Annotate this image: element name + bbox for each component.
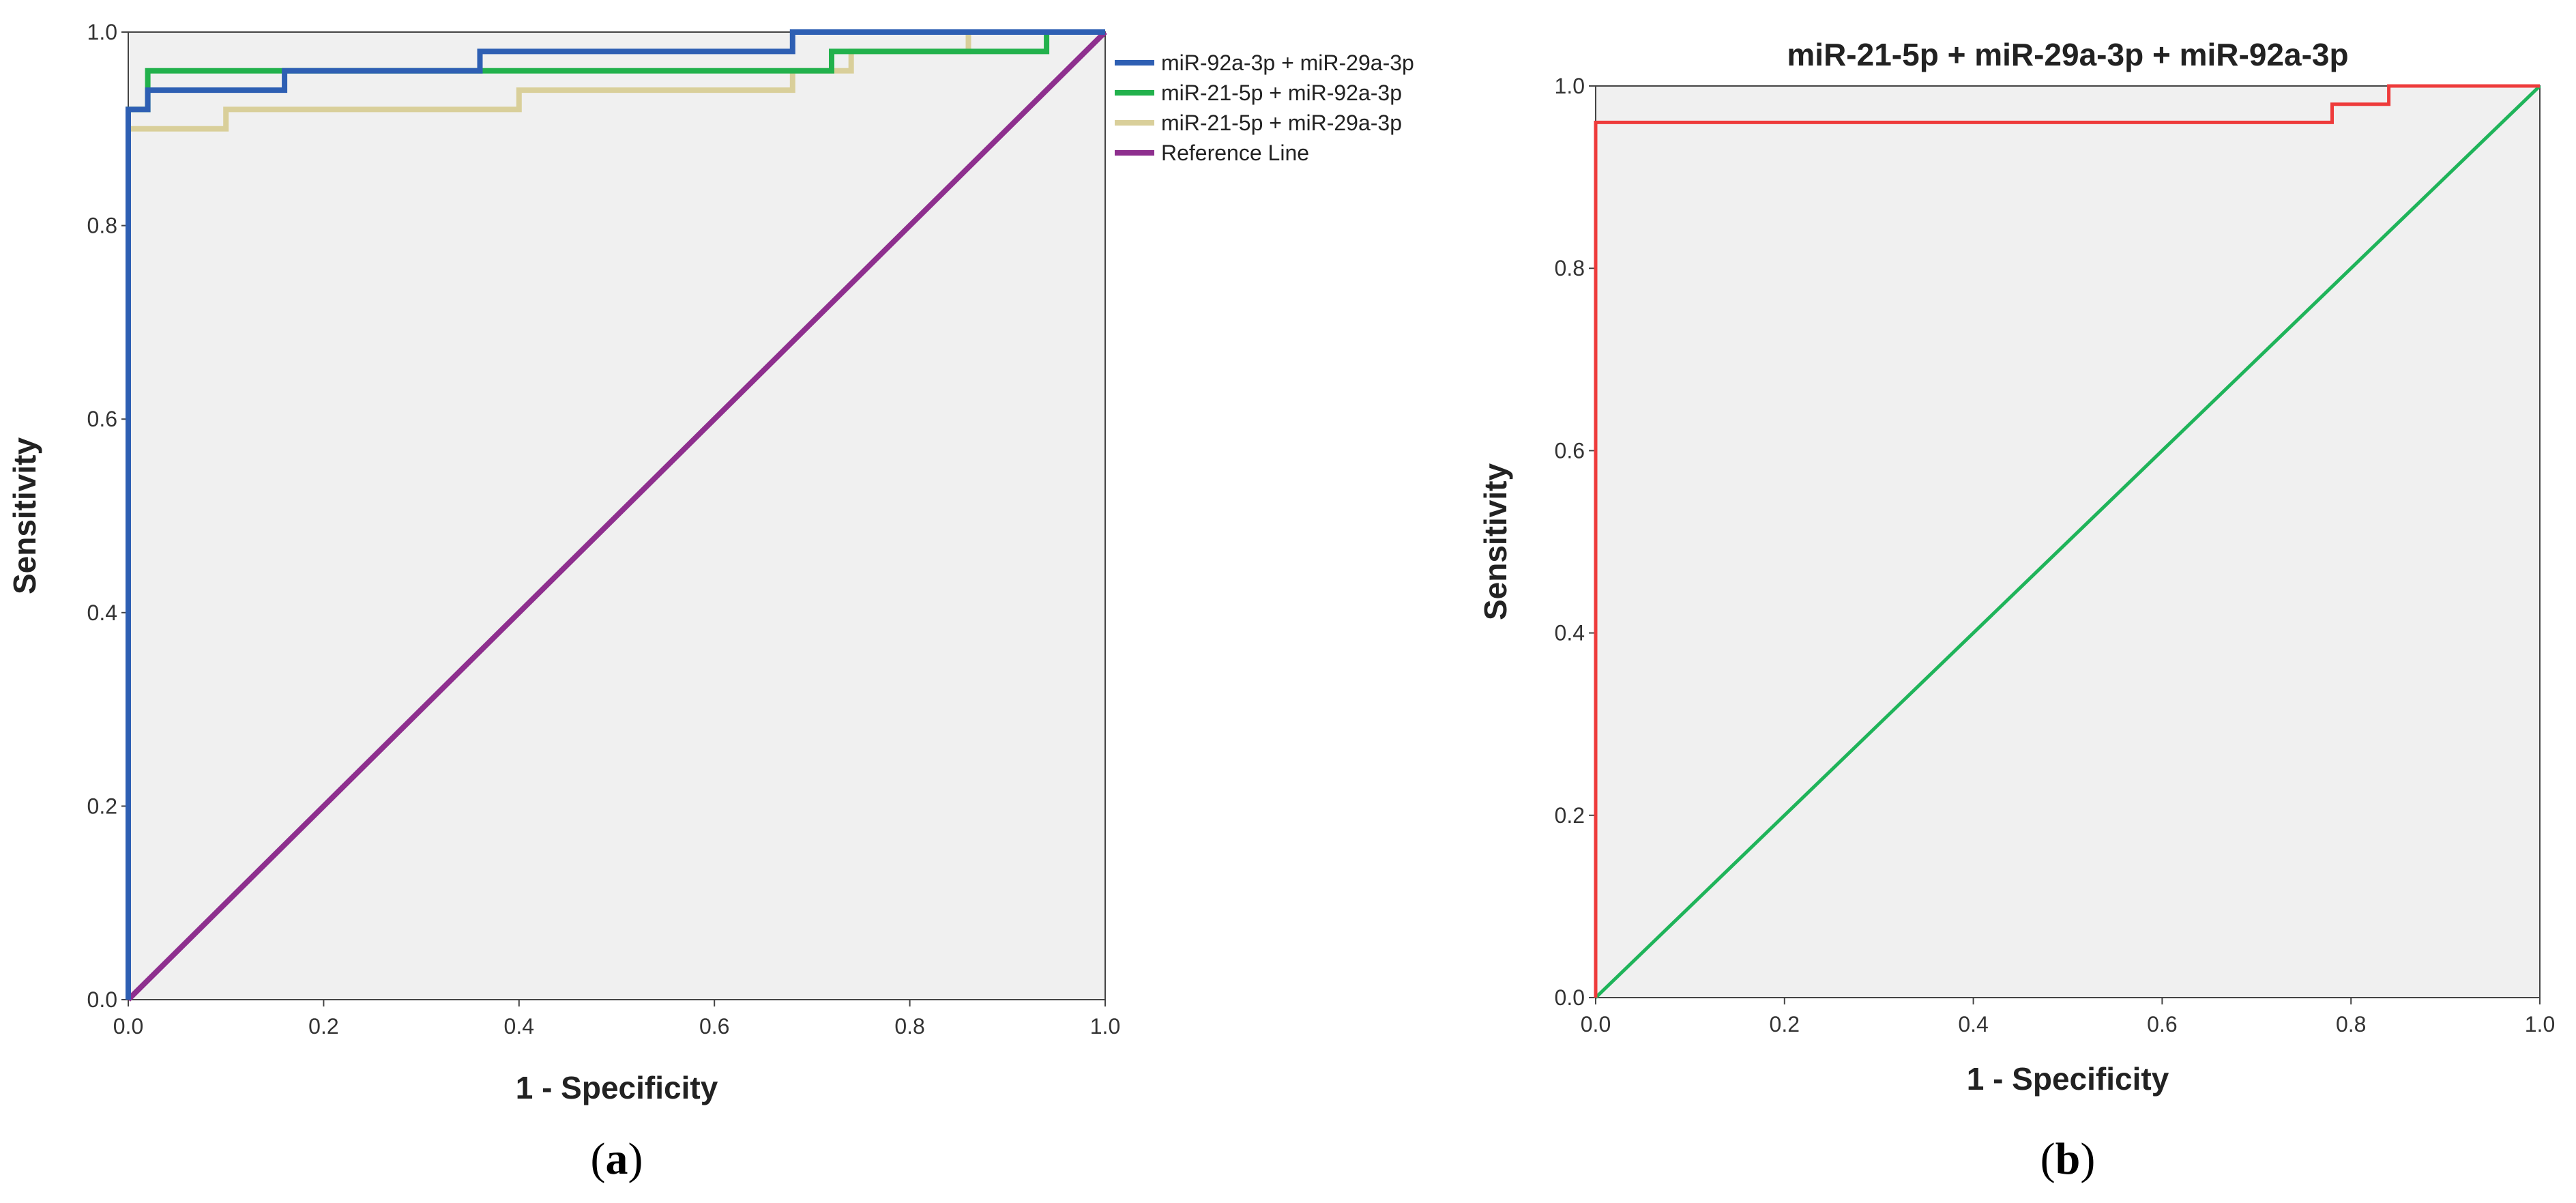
x-axis-label: 1 - Specificity xyxy=(516,1070,718,1105)
chart-panel-a: 0.0 0.2 0.4 0.6 0.8 1.0 0.0 0.2 0.4 0.6 0.8 1.0 1 - … xyxy=(7,20,1414,1184)
legend-entry: Reference Line xyxy=(1161,141,1309,165)
x-tick-label: 1.0 xyxy=(1090,1014,1120,1039)
x-tick-label: 0.0 xyxy=(113,1014,143,1039)
x-tick-label: 0.0 xyxy=(1581,1012,1611,1037)
panel-caption: (a) xyxy=(591,1134,643,1184)
x-tick-label: 0.8 xyxy=(894,1014,924,1039)
chart-panel-b: 0.0 0.2 0.4 0.6 0.8 1.0 0.0 0.2 0.4 0.6 0.8 1.0 1 - … xyxy=(1478,37,2555,1184)
y-tick-label: 0.4 xyxy=(87,600,117,625)
panel-caption: (b) xyxy=(2040,1134,2096,1184)
series-line-mir-92a-3p-mir-29a-3p xyxy=(126,29,1105,1000)
legend: miR-92a-3p + miR-29a-3p miR-21-5p + miR-9… xyxy=(1115,50,1414,165)
y-axis-label: Sensitivity xyxy=(7,437,42,595)
y-tick-label: 0.8 xyxy=(87,214,117,238)
y-tick-label: 0.2 xyxy=(1555,803,1585,828)
y-axis-label: Sensitivity xyxy=(1478,463,1513,621)
x-tick-label: 0.6 xyxy=(699,1014,729,1039)
x-tick-label: 0.4 xyxy=(1958,1012,1988,1037)
y-tick-label: 0.6 xyxy=(87,407,117,431)
x-tick-label: 0.2 xyxy=(308,1014,338,1039)
x-tick-label: 0.6 xyxy=(2147,1012,2177,1037)
y-tick-label: 0.4 xyxy=(1555,621,1585,646)
x-tick-label: 1.0 xyxy=(2525,1012,2555,1037)
x-tick-label: 0.2 xyxy=(1770,1012,1800,1037)
series-line-2 xyxy=(1594,85,2541,999)
y-tick-label: 0.6 xyxy=(1555,438,1585,463)
y-tick-label: 0.0 xyxy=(87,987,117,1012)
legend-entry: miR-92a-3p + miR-29a-3p xyxy=(1161,50,1414,75)
series-line-reference-line xyxy=(126,30,1107,1002)
y-tick-label: 0.8 xyxy=(1555,256,1585,280)
legend-entry: miR-21-5p + miR-92a-3p xyxy=(1161,81,1402,105)
y-tick-label: 0.0 xyxy=(1555,985,1585,1010)
x-axis-label: 1 - Specificity xyxy=(1967,1061,2169,1097)
series-line-1 xyxy=(1594,84,2540,998)
y-tick-label: 1.0 xyxy=(1555,74,1585,98)
y-tick-label: 1.0 xyxy=(87,20,117,44)
x-tick-label: 0.8 xyxy=(2336,1012,2366,1037)
y-tick-label: 0.2 xyxy=(87,794,117,818)
legend-entry: miR-21-5p + miR-29a-3p xyxy=(1161,111,1402,135)
x-tick-label: 0.4 xyxy=(504,1014,534,1039)
chart-title: miR-21-5p + miR-29a-3p + miR-92a-3p xyxy=(1787,37,2348,72)
